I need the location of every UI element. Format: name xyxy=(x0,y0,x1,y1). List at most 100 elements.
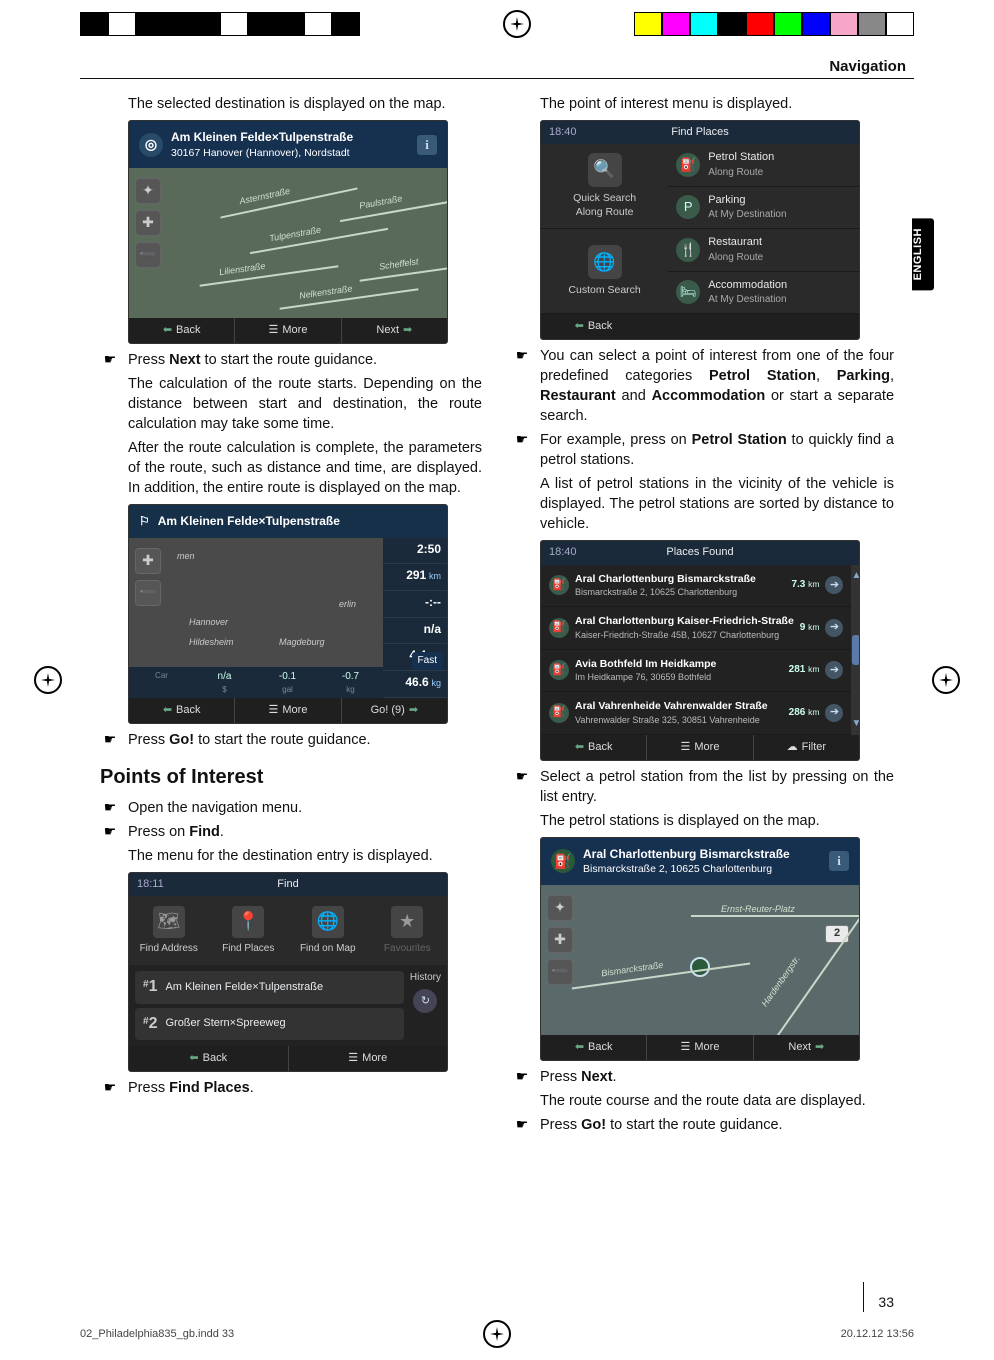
history-item[interactable]: #1Am Kleinen Felde×Tulpenstraße xyxy=(135,971,404,1003)
fuel-icon: ⛽ xyxy=(551,849,575,873)
tile-icon: 🗺 xyxy=(153,906,185,938)
pointer-icon: ☛ xyxy=(100,1078,120,1098)
find-tile[interactable]: 📍Find Places xyxy=(209,896,289,966)
poi-marker-icon xyxy=(690,957,710,977)
zoom-icon[interactable]: ✚ xyxy=(135,210,161,236)
map-city-label: erlin xyxy=(339,598,356,610)
place-list-item[interactable]: ⛽Aral Charlottenburg BismarckstraßeBisma… xyxy=(541,565,851,608)
category-icon: 🍴 xyxy=(676,238,700,262)
route-stat: 46.6 kg xyxy=(383,671,447,698)
info-icon[interactable]: i xyxy=(417,135,437,155)
color-swatch xyxy=(276,12,304,36)
tile-icon: 🌐 xyxy=(312,906,344,938)
poi-category-item[interactable]: 🛏AccommodationAt My Destination xyxy=(668,272,859,315)
more-button[interactable]: ☰More xyxy=(288,1046,448,1071)
category-icon: P xyxy=(676,195,700,219)
collapse-icon[interactable]: ➖ xyxy=(135,242,161,268)
collapse-icon[interactable]: ➖ xyxy=(135,580,161,606)
map[interactable]: ✦ ✚ ➖ AsternstraßePaulstraßeTulpenstraße… xyxy=(129,168,447,318)
instruction: Press on Find. xyxy=(128,822,224,842)
pointer-icon: ☛ xyxy=(512,1115,532,1135)
pointer-icon: ☛ xyxy=(100,730,120,750)
back-button[interactable]: ⬅Back xyxy=(541,1035,646,1060)
clock: 18:40 xyxy=(549,125,577,140)
map[interactable]: ✦ ✚ ➖ 2 Ernst-Reuter-PlatzBismarckstraße… xyxy=(541,885,859,1035)
scroll-thumb[interactable] xyxy=(852,635,860,665)
tile-icon: 📍 xyxy=(232,906,264,938)
next-button[interactable]: Next➡ xyxy=(753,1035,859,1060)
screenshot-find-menu: 18:11 Find 🗺Find Address📍Find Places🌐Fin… xyxy=(128,872,448,1072)
more-button[interactable]: ☰More xyxy=(646,735,752,760)
find-tile[interactable]: 🗺Find Address xyxy=(129,896,209,966)
color-swatch xyxy=(746,12,774,36)
color-swatch xyxy=(304,12,332,36)
poi-category-item[interactable]: 🍴RestaurantAlong Route xyxy=(668,229,859,272)
poi-search-tile[interactable]: 🌐Custom Search xyxy=(541,229,668,314)
back-button[interactable]: ⬅Back xyxy=(129,1046,288,1071)
route-map[interactable]: ✚ ➖ 2:50 291 km-:-- n/a 4.4 gal46.6 kg C… xyxy=(129,538,447,698)
screen-title: 18:11 Find xyxy=(129,873,447,896)
scrollbar[interactable]: ▲ ▼ xyxy=(851,565,860,735)
history-item[interactable]: #2Großer Stern×Spreeweg xyxy=(135,1008,404,1040)
registration-mark-right xyxy=(932,666,960,694)
goto-icon[interactable]: ➔ xyxy=(825,576,843,594)
more-button[interactable]: ☰More xyxy=(234,698,340,723)
poi-category-item[interactable]: PParkingAt My Destination xyxy=(668,187,859,230)
collapse-icon[interactable]: ➖ xyxy=(547,959,573,985)
tile-icon: ★ xyxy=(391,906,423,938)
route-stat: -:-- xyxy=(383,591,447,618)
scroll-up-icon[interactable]: ▲ xyxy=(851,569,860,583)
go-button[interactable]: Go! (9)➡ xyxy=(341,698,447,723)
back-button[interactable]: ⬅Back xyxy=(541,314,646,339)
poi-search-tile[interactable]: 🔍Quick SearchAlong Route xyxy=(541,144,668,229)
instruction: Press Next to start the route guidance. xyxy=(128,350,377,370)
compass-icon[interactable]: ✦ xyxy=(135,178,161,204)
screenshot-destination-map: ◎ Am Kleinen Felde×Tulpenstraße 30167 Ha… xyxy=(128,120,448,344)
more-button[interactable]: ☰More xyxy=(646,1035,752,1060)
address-line2: 30167 Hanover (Hannover), Nordstadt xyxy=(171,146,353,160)
address-bar: ◎ Am Kleinen Felde×Tulpenstraße 30167 Ha… xyxy=(129,121,447,168)
screenshot-places-found: 18:40 Places Found ⛽Aral Charlottenburg … xyxy=(540,540,860,760)
reload-icon[interactable]: ↻ xyxy=(413,989,437,1013)
back-button[interactable]: ⬅Back xyxy=(129,318,234,343)
header-rule xyxy=(80,78,914,79)
pointer-icon: ☛ xyxy=(512,430,532,450)
back-button[interactable]: ⬅Back xyxy=(541,735,646,760)
instruction: Press Go! to start the route guidance. xyxy=(540,1115,783,1135)
tile-icon: 🌐 xyxy=(588,245,622,279)
tile-icon: 🔍 xyxy=(588,153,622,187)
category-icon: ⛽ xyxy=(676,153,700,177)
filter-button[interactable]: ☁Filter xyxy=(753,735,859,760)
place-list-item[interactable]: ⛽Avia Bothfeld Im HeidkampeIm Heidkampe … xyxy=(541,650,851,693)
zoom-icon[interactable]: ✚ xyxy=(547,927,573,953)
compass-icon[interactable]: ✦ xyxy=(547,895,573,921)
scroll-down-icon[interactable]: ▼ xyxy=(851,717,860,731)
paragraph: After the route calculation is complete,… xyxy=(128,438,482,498)
goto-icon[interactable]: ➔ xyxy=(825,704,843,722)
info-icon[interactable]: i xyxy=(829,851,849,871)
paragraph: The petrol stations is displayed on the … xyxy=(540,811,894,831)
poi-category-item[interactable]: ⛽Petrol StationAlong Route xyxy=(668,144,859,187)
route-title: Am Kleinen Felde×Tulpenstraße xyxy=(158,513,340,530)
goto-icon[interactable]: ➔ xyxy=(825,661,843,679)
back-button[interactable]: ⬅Back xyxy=(129,698,234,723)
goto-icon[interactable]: ➔ xyxy=(825,619,843,637)
clock: 18:11 xyxy=(137,877,164,892)
header-title: Navigation xyxy=(829,58,906,75)
screenshot-route-overview: ⚐ Am Kleinen Felde×Tulpenstraße ✚ ➖ 2:50… xyxy=(128,504,448,724)
next-button[interactable]: Next➡ xyxy=(341,318,447,343)
more-icon: ☰ xyxy=(348,1051,358,1066)
find-tile[interactable]: 🌐Find on Map xyxy=(288,896,368,966)
color-swatch xyxy=(690,12,718,36)
color-swatch xyxy=(662,12,690,36)
address-bar: ⛽ Aral Charlottenburg Bismarckstraße Bis… xyxy=(541,838,859,885)
place-list-item[interactable]: ⛽Aral Vahrenheide Vahrenwalder StraßeVah… xyxy=(541,692,851,735)
zoom-icon[interactable]: ✚ xyxy=(135,548,161,574)
filter-icon: ☁ xyxy=(787,740,798,755)
place-list-item[interactable]: ⛽Aral Charlottenburg Kaiser-Friedrich-St… xyxy=(541,607,851,650)
route-title-bar: ⚐ Am Kleinen Felde×Tulpenstraße xyxy=(129,505,447,538)
arrow-left-icon: ⬅ xyxy=(163,703,172,718)
more-button[interactable]: ☰More xyxy=(234,318,340,343)
section-heading: Points of Interest xyxy=(100,764,482,792)
road-label: Scheffelst xyxy=(378,255,419,273)
